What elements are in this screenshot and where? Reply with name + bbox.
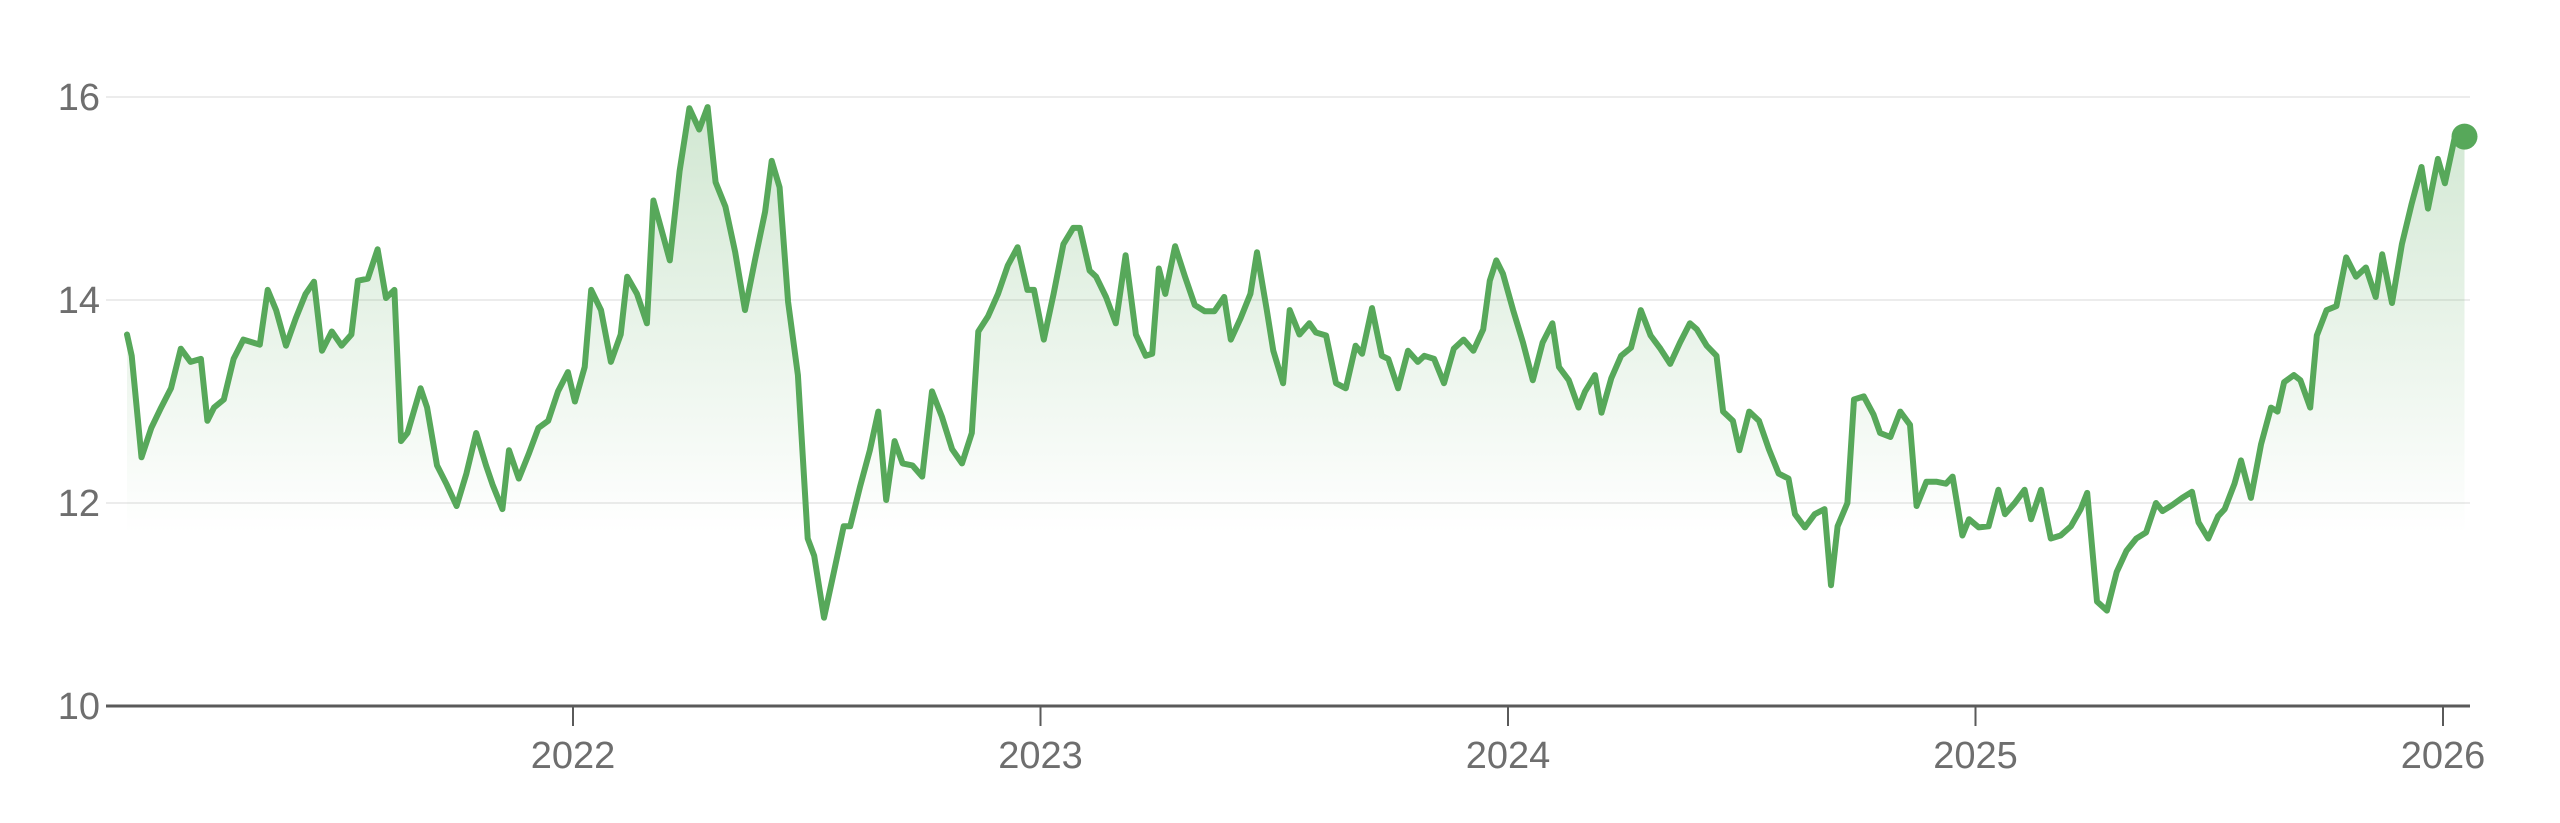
x-axis-ticks <box>572 706 2444 726</box>
x-tick-label: 2025 <box>1933 735 2018 777</box>
x-tick-label: 2026 <box>2401 735 2486 777</box>
x-tick-label: 2024 <box>1466 735 1551 777</box>
x-axis-labels: 2022 2023 2024 2025 2026 <box>531 735 2486 777</box>
x-tick-label: 2022 <box>531 735 616 777</box>
y-tick-label: 10 <box>58 686 100 728</box>
last-point-marker <box>2451 123 2478 150</box>
x-tick-label: 2023 <box>998 735 1083 777</box>
y-axis-labels: 10 12 14 16 <box>58 77 100 728</box>
series-line <box>124 104 2468 621</box>
y-tick-label: 16 <box>58 77 100 119</box>
y-tick-label: 12 <box>58 483 100 525</box>
area-fill <box>127 107 2465 618</box>
y-tick-label: 14 <box>58 280 100 322</box>
